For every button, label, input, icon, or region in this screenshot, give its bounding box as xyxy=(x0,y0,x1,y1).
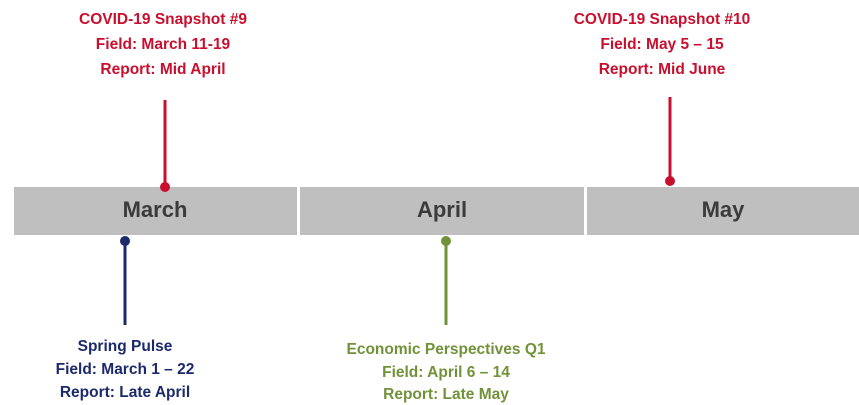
event-title: COVID-19 Snapshot #10 xyxy=(574,11,751,28)
event-report: Report: Mid April xyxy=(100,61,225,78)
marker xyxy=(665,176,675,186)
event-report: Report: Mid June xyxy=(599,61,726,78)
month-label: April xyxy=(417,197,467,222)
month-band xyxy=(14,187,297,235)
month-band xyxy=(300,187,584,235)
event: COVID-19 Snapshot #10 Field: May 5 – 15 … xyxy=(574,11,751,186)
event-report: Report: Late May xyxy=(383,386,509,403)
event-field: Field: March 1 – 22 xyxy=(56,361,195,378)
month-label: March xyxy=(123,197,188,222)
event-title: COVID-19 Snapshot #9 xyxy=(79,11,247,28)
event-field: Field: April 6 – 14 xyxy=(382,364,510,381)
event: COVID-19 Snapshot #9 Field: March 11-19 … xyxy=(79,11,247,192)
marker xyxy=(160,182,170,192)
event: Economic Perspectives Q1 Field: April 6 … xyxy=(346,236,546,403)
marker xyxy=(441,236,451,246)
month-label: May xyxy=(702,197,746,222)
event: Spring Pulse Field: March 1 – 22 Report:… xyxy=(56,236,195,401)
event-title: Economic Perspectives Q1 xyxy=(346,341,545,358)
marker xyxy=(120,236,130,246)
event-field: Field: March 11-19 xyxy=(96,36,231,53)
month-band xyxy=(587,187,859,235)
event-title: Spring Pulse xyxy=(78,338,173,355)
event-field: Field: May 5 – 15 xyxy=(600,36,724,53)
event-report: Report: Late April xyxy=(60,384,190,401)
